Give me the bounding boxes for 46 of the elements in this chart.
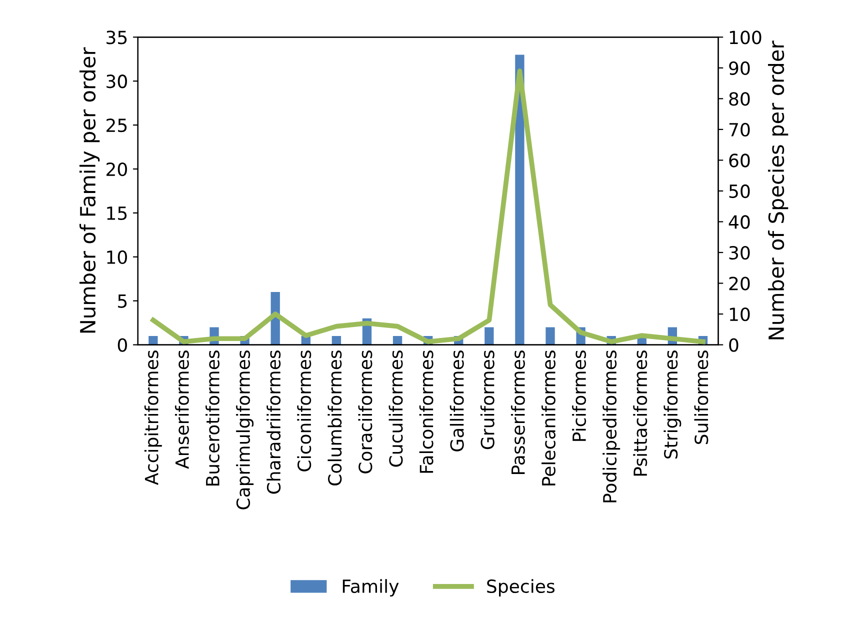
- y2-tick-label: 70: [729, 122, 750, 137]
- y-tick-label: 20: [106, 162, 127, 176]
- y-tick-label: 35: [106, 30, 127, 44]
- y2-tick-label: 40: [728, 215, 750, 229]
- x-tick-label: Coraciiformes: [358, 350, 372, 474]
- legend-label: Family: [342, 579, 399, 597]
- x-tick-label: Anseriformes: [174, 350, 189, 469]
- line-series: [150, 68, 706, 344]
- y2-tick-label: 60: [729, 154, 750, 168]
- x-tick-label: Columbiformes: [328, 350, 342, 486]
- y2-tick-label: 100: [730, 30, 762, 44]
- x-tick-label: Charadriiformes: [266, 350, 281, 494]
- y-tick-label: 15: [107, 206, 127, 220]
- x-tick-label: Galliformes: [450, 350, 464, 452]
- x-tick-label: Accipitriformes: [144, 350, 162, 486]
- bar: [484, 327, 494, 345]
- x-tick-label: Cuculiformes: [388, 350, 403, 467]
- x-tick-label: Falconiformes: [419, 350, 434, 473]
- bar: [546, 327, 555, 345]
- y-tick-label: 10: [107, 250, 127, 264]
- y-tick-label: 0: [118, 338, 127, 352]
- x-tick-label: Podicipediformes: [602, 350, 620, 502]
- x-tick-label: Piciformes: [572, 350, 586, 441]
- y-tick-label: 5: [118, 294, 127, 308]
- x-tick-label: Suliformes: [694, 350, 708, 444]
- x-tick-label: Passeriformes: [510, 350, 525, 474]
- x-tick-label: Bucerotiformes: [206, 350, 220, 486]
- x-tick-label: Caprimulgiformes: [236, 350, 254, 510]
- x-tick-label: Ciconiiformes: [297, 350, 312, 472]
- y2-tick-label: 10: [730, 307, 750, 322]
- y2-tick-label: 20: [729, 276, 750, 290]
- y-tick-label: 30: [106, 74, 127, 88]
- x-tick-label: Pelecaniformes: [542, 350, 556, 486]
- y2-axis-title: Number of Species per order: [768, 40, 788, 340]
- y2-tick-label: 50: [729, 184, 750, 198]
- x-tick-label: Psittaciformes: [633, 350, 648, 476]
- legend-label: Species: [487, 579, 555, 597]
- y2-tick-label: 0: [729, 338, 738, 352]
- y-axis-title: Number of Family per order: [79, 47, 100, 333]
- y2-tick-label: 30: [729, 246, 750, 260]
- bar: [148, 336, 158, 345]
- y-tick-label: 25: [106, 118, 127, 132]
- y2-tick-label: 90: [729, 61, 750, 76]
- x-tick-label: Gruiformes: [480, 350, 494, 450]
- x-tick-label: Strigiformes: [664, 350, 682, 459]
- y2-tick-label: 80: [729, 92, 750, 106]
